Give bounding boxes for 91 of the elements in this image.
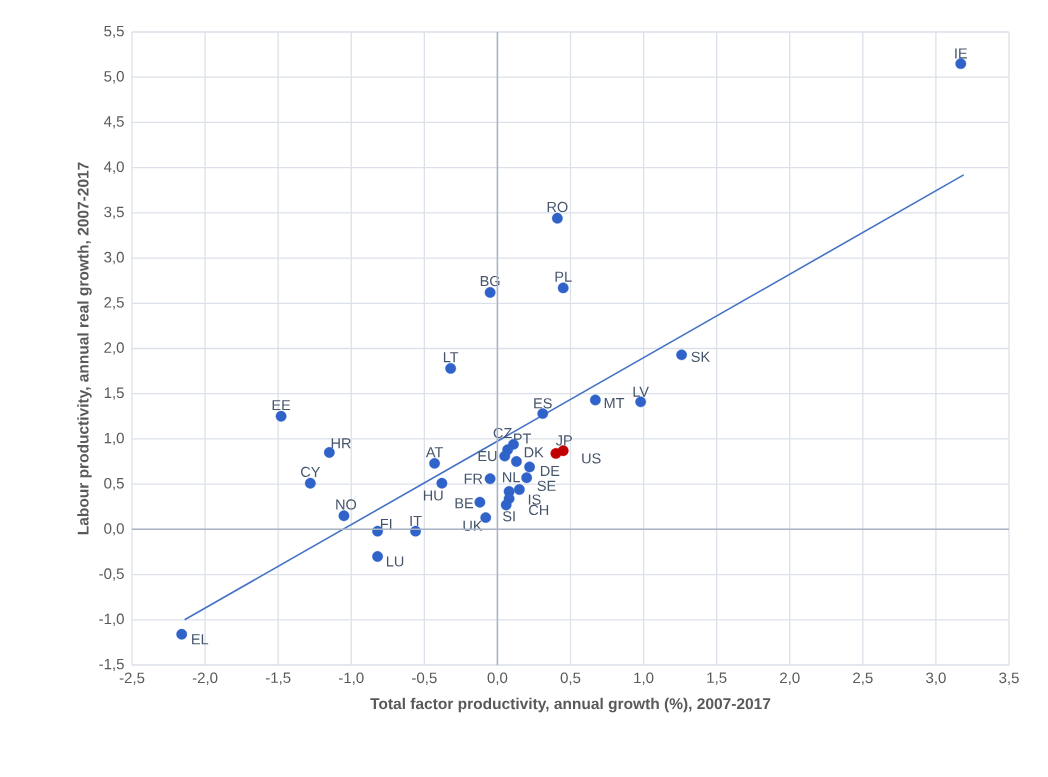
annotation: DE <box>540 465 560 476</box>
y-tick-label: 0,5 <box>104 477 124 491</box>
point <box>511 456 522 467</box>
point <box>550 448 562 459</box>
annotation: IE <box>955 48 967 59</box>
annotation: SE <box>537 480 556 491</box>
annotation: EE <box>272 400 291 411</box>
annotation: PL <box>555 271 572 282</box>
point <box>429 457 440 469</box>
y-tick-label: 1,0 <box>104 432 124 446</box>
point <box>589 394 601 406</box>
annotation: FI <box>380 518 392 529</box>
point <box>480 512 492 523</box>
annotation: US <box>582 453 601 464</box>
annotation: RO <box>547 201 568 213</box>
point <box>304 477 316 489</box>
annotation: AT <box>425 447 443 458</box>
point <box>436 477 448 489</box>
annotation: LT <box>443 352 459 363</box>
annotation: IT <box>410 515 422 526</box>
point <box>499 450 511 462</box>
point <box>372 525 383 537</box>
annotation: IS <box>528 494 541 505</box>
annotation: HU <box>423 490 443 501</box>
point <box>635 396 647 408</box>
point <box>551 212 563 224</box>
annotation: CZ <box>493 427 512 439</box>
x-tick-label: -2,0 <box>192 672 218 685</box>
annotation: SI <box>503 511 515 522</box>
x-tick-label: -2,5 <box>119 672 145 685</box>
point <box>323 447 335 458</box>
x-tick-label: 0,5 <box>560 672 581 685</box>
x-tick-label: 1,5 <box>707 672 727 685</box>
point <box>537 408 549 420</box>
annotation: JP <box>555 435 572 446</box>
x-tick-label: -1,5 <box>265 672 291 685</box>
point <box>557 282 569 294</box>
annotation: BE <box>455 498 474 509</box>
point <box>474 496 486 508</box>
y-tick-label: 0,0 <box>104 523 124 536</box>
annotation: DK <box>524 447 544 458</box>
x-tick-label: -0,5 <box>412 672 437 685</box>
annotation: HR <box>331 438 351 449</box>
y-tick-label: 1,5 <box>104 387 124 400</box>
point <box>176 628 188 640</box>
y-tick-label: 2,5 <box>104 297 124 310</box>
y-tick-label: -0,5 <box>99 568 124 581</box>
point <box>372 551 383 562</box>
y-tick-label: 2,0 <box>104 342 124 355</box>
y-tick-label: 3,0 <box>104 251 124 265</box>
annotation: PT <box>514 433 532 444</box>
x-tick-label: 2,5 <box>853 672 873 685</box>
y-tick-label: 5,5 <box>104 25 124 39</box>
point <box>955 58 967 70</box>
y-tick-label: -1,5 <box>99 658 124 672</box>
annotation: ES <box>534 398 552 409</box>
annotation: FR <box>464 473 483 484</box>
annotation: EL <box>192 634 209 645</box>
y-tick-label: 4,0 <box>103 161 124 174</box>
point <box>445 362 457 374</box>
x-tick-label: 3,0 <box>926 672 946 685</box>
y-tick-label: 3,5 <box>104 206 124 220</box>
annotation: NL <box>503 472 520 483</box>
point <box>521 472 533 484</box>
annotation: CY <box>300 466 321 478</box>
point <box>500 499 512 511</box>
y-tick-label: 4,5 <box>103 116 124 129</box>
annotation: CH <box>529 504 549 516</box>
annotation: NO <box>336 499 357 510</box>
point <box>513 484 525 495</box>
point <box>410 525 421 537</box>
point <box>275 410 287 422</box>
x-axis-title: Total factor productivity, annual growth (%), 2007-2017 <box>370 697 771 713</box>
point <box>524 461 535 473</box>
x-tick-label: 3,5 <box>999 672 1019 685</box>
y-tick-label: 5,0 <box>104 71 124 84</box>
point <box>338 510 350 522</box>
x-tick-label: 0,0 <box>487 672 508 685</box>
annotation: MT <box>604 398 625 409</box>
annotation: LV <box>633 386 649 397</box>
y-axis-title: Labour productivity, annual real growth, 2007-2017 <box>77 162 92 535</box>
point <box>484 287 496 298</box>
point <box>484 473 496 485</box>
x-tick-label: 2,0 <box>780 672 800 685</box>
annotation: EU <box>478 451 497 462</box>
y-tick-label: -1,0 <box>99 613 124 626</box>
annotation: SK <box>691 351 710 362</box>
x-tick-label: -1,0 <box>338 672 364 685</box>
x-tick-label: 1,0 <box>634 672 654 685</box>
annotation: LU <box>386 556 404 567</box>
point <box>676 349 687 361</box>
